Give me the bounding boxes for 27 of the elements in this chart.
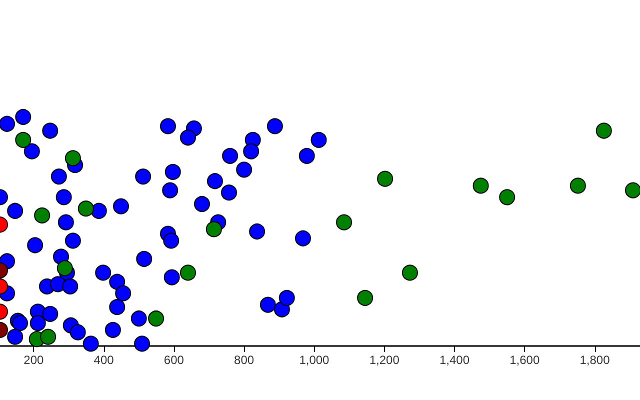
point bbox=[499, 189, 516, 206]
x-tick-label: 1,200 bbox=[369, 353, 400, 367]
x-tick-label: 1,600 bbox=[510, 353, 540, 367]
point bbox=[78, 200, 94, 217]
point bbox=[357, 290, 374, 306]
point bbox=[377, 170, 394, 187]
x-tick-label: 200 bbox=[24, 353, 44, 367]
point bbox=[15, 132, 32, 148]
x-tick-label: 1,400 bbox=[439, 353, 470, 367]
x-tick-label: 600 bbox=[164, 353, 184, 367]
point bbox=[180, 264, 196, 281]
point bbox=[148, 310, 164, 327]
point bbox=[336, 214, 352, 230]
point bbox=[570, 178, 586, 194]
x-tick-label: 800 bbox=[234, 353, 254, 367]
x-tick-label: 1,000 bbox=[299, 353, 330, 367]
x-tick-label: 400 bbox=[94, 353, 114, 367]
point bbox=[64, 150, 81, 166]
x-tick-label: 1,800 bbox=[580, 353, 610, 367]
point bbox=[472, 178, 489, 194]
point bbox=[40, 328, 56, 345]
point bbox=[56, 260, 73, 276]
point bbox=[596, 122, 612, 139]
point bbox=[34, 207, 50, 224]
point bbox=[402, 264, 418, 281]
point bbox=[625, 182, 640, 198]
point bbox=[206, 221, 222, 238]
